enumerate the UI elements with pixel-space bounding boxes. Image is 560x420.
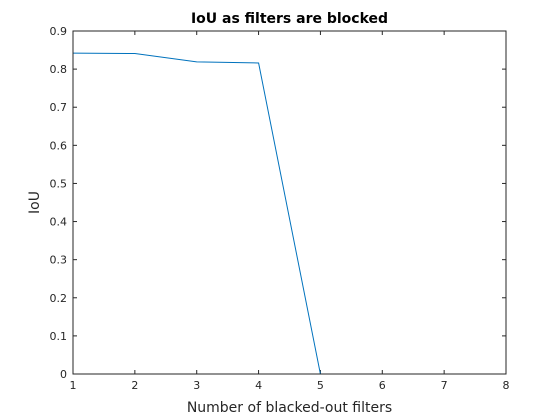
y-tick-label: 0.3	[50, 254, 68, 267]
y-tick-label: 0.1	[50, 330, 68, 343]
y-tick-label: 0.7	[50, 101, 68, 114]
x-tick-label: 6	[379, 379, 386, 392]
y-tick-label: 0.4	[50, 216, 68, 229]
x-tick-label: 7	[441, 379, 448, 392]
y-tick-label: 0	[60, 368, 67, 381]
x-axis-ticks: 1 2 3 4 5 6 7 8	[70, 31, 510, 392]
x-tick-label: 5	[317, 379, 324, 392]
y-tick-label: 0.9	[50, 25, 68, 38]
y-tick-label: 0.8	[50, 63, 68, 76]
x-tick-label: 4	[255, 379, 262, 392]
plot-area	[73, 31, 506, 374]
x-axis-label: Number of blacked-out filters	[187, 400, 392, 416]
y-axis-ticks: 0 0.1 0.2 0.3 0.4 0.5 0.6 0.7 0.8 0.9	[50, 25, 506, 381]
y-axis-label: IoU	[27, 191, 43, 214]
x-tick-label: 2	[131, 379, 138, 392]
y-tick-label: 0.5	[50, 177, 68, 190]
x-tick-label: 1	[70, 379, 77, 392]
y-tick-label: 0.2	[50, 292, 68, 305]
y-tick-label: 0.6	[50, 139, 68, 152]
x-tick-label: 8	[503, 379, 510, 392]
axes-box	[72, 30, 507, 375]
x-tick-label: 3	[193, 379, 200, 392]
chart-title: IoU as filters are blocked	[191, 11, 388, 27]
